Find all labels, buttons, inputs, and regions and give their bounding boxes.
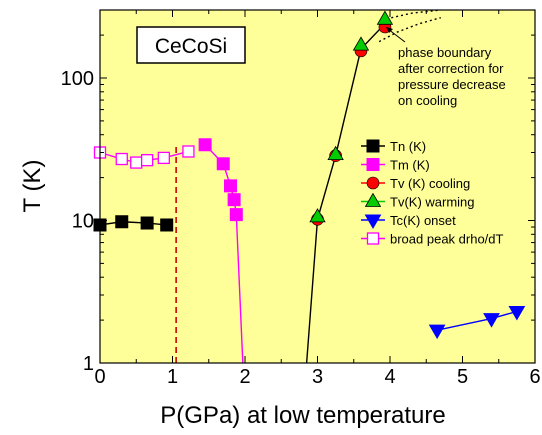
data-point xyxy=(352,36,370,51)
legend-label: Tn (K) xyxy=(390,139,426,154)
data-point xyxy=(376,10,394,25)
data-point xyxy=(224,179,237,193)
legend-marker xyxy=(364,192,382,207)
annotation-line: phase boundary xyxy=(398,45,492,60)
legend-label: Tm (K) xyxy=(390,158,430,173)
axis-ticks xyxy=(99,9,536,364)
legend-marker xyxy=(366,158,380,171)
data-point xyxy=(227,193,241,207)
inset-label-box xyxy=(136,26,246,64)
data-point xyxy=(483,313,500,328)
dotted-boundary-line xyxy=(386,9,441,20)
x-tick-label: 3 xyxy=(312,366,323,388)
data-point xyxy=(508,305,526,321)
dotted-boundary-line xyxy=(378,17,441,43)
x-tick-label: 1 xyxy=(167,366,178,388)
x-axis-label: P(GPa) at low temperature xyxy=(160,402,445,429)
data-point xyxy=(115,215,129,229)
legend-marker xyxy=(366,139,380,153)
connector-line xyxy=(99,221,167,226)
annotation-line: after correction for xyxy=(398,61,504,76)
x-tick-label: 0 xyxy=(94,366,105,388)
data-point xyxy=(428,324,446,340)
legend-label: Tv (K) cooling xyxy=(390,176,470,191)
y-tick-label: 10 xyxy=(72,210,94,232)
annotation-line: on cooling xyxy=(398,93,457,108)
data-point xyxy=(115,152,128,166)
legend-label: Tc(K) onset xyxy=(390,213,456,228)
y-axis-label: T (K) xyxy=(19,160,46,213)
legend-label: Tv(K) warming xyxy=(390,195,475,210)
x-tick-label: 4 xyxy=(384,366,395,388)
data-point xyxy=(309,208,326,223)
x-tick-label: 2 xyxy=(239,366,250,388)
y-tick-label: 1 xyxy=(83,353,94,375)
data-point xyxy=(198,138,212,152)
annotation-line: pressure decrease xyxy=(398,77,506,92)
data-point xyxy=(327,145,344,161)
legend: Tn (K) Tm (K) Tv (K) cooling Tv(K) warming T… xyxy=(361,139,504,247)
data-point xyxy=(130,156,143,169)
data-point xyxy=(216,157,230,171)
data-point xyxy=(160,218,174,232)
plot-background xyxy=(100,10,535,363)
dotted-boundaries xyxy=(378,9,441,43)
data-point xyxy=(229,208,243,222)
legend-marker xyxy=(364,214,382,230)
legend-marker xyxy=(366,176,380,190)
legend-marker xyxy=(366,232,380,245)
x-tick-label: 6 xyxy=(529,366,540,388)
data-point xyxy=(140,154,154,167)
data-point xyxy=(157,151,170,165)
data-point xyxy=(182,145,195,158)
legend-label: broad peak drho/dT xyxy=(390,232,504,247)
arrow-head-icon xyxy=(386,27,393,33)
annotation-arrow xyxy=(387,28,406,43)
data-point xyxy=(140,216,154,230)
inset-label: CeCoSi xyxy=(155,35,227,58)
x-tick-label: 5 xyxy=(457,366,468,388)
y-tick-label: 100 xyxy=(61,68,94,90)
